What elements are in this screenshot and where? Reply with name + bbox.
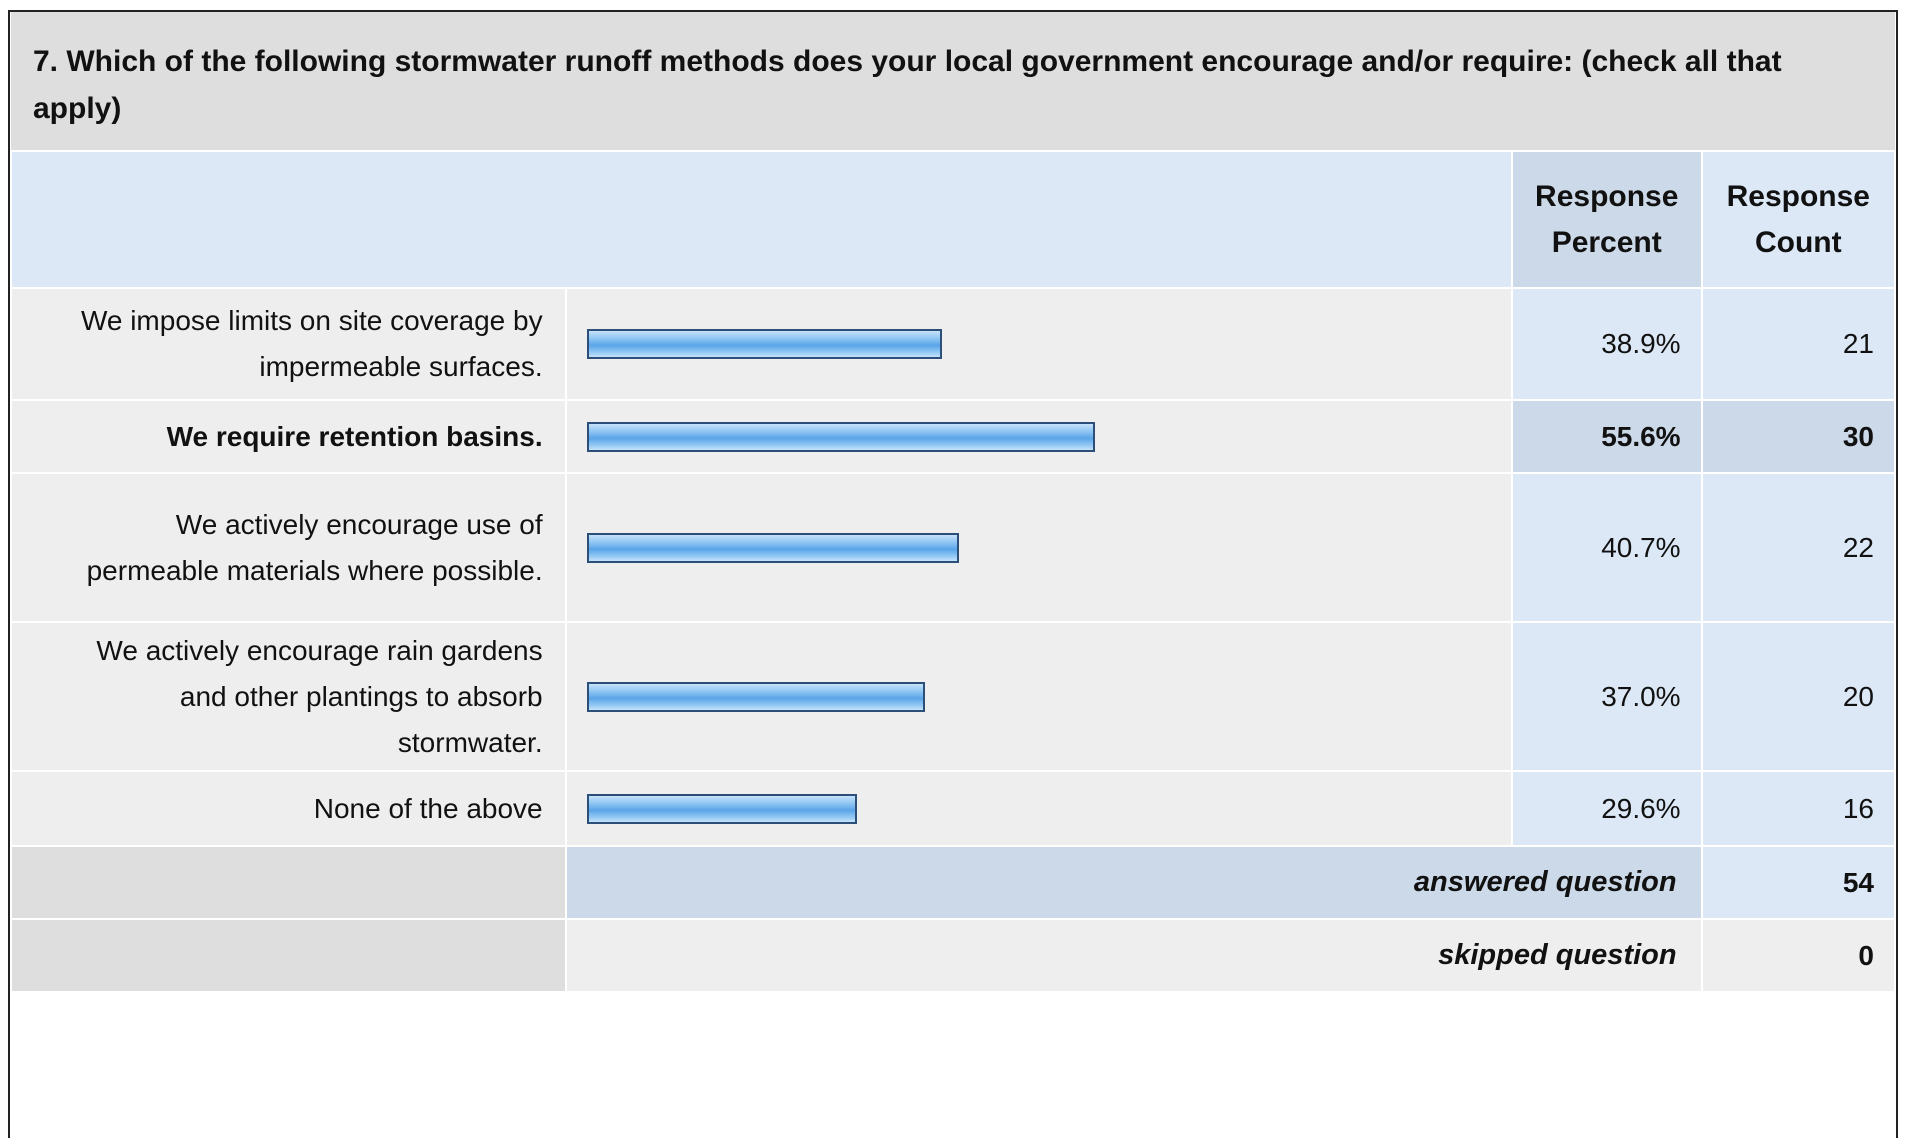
response-bar: [586, 421, 1095, 452]
table-row: We impose limits on site coverage by imp…: [10, 287, 1896, 401]
response-bar: [586, 681, 925, 712]
response-count: 16: [1700, 770, 1896, 847]
response-percent: 37.0%: [1510, 621, 1703, 772]
response-bar: [586, 793, 857, 824]
skipped-question-value: 0: [1700, 918, 1896, 993]
answered-question-value: 54: [1700, 845, 1896, 920]
answer-option-label: None of the above: [10, 770, 567, 847]
table-row: None of the above 29.6% 16: [10, 770, 1896, 847]
response-percent: 55.6%: [1510, 399, 1703, 474]
skipped-question-label: skipped question: [564, 918, 1703, 993]
answer-option-label: We actively encourage use of permeable m…: [10, 472, 567, 623]
response-count: 22: [1700, 472, 1896, 623]
bar-cell: [564, 770, 1513, 847]
response-count: 20: [1700, 621, 1896, 772]
answered-question-label: answered question: [564, 845, 1703, 920]
skipped-question-row: skipped question 0: [10, 918, 1896, 993]
answered-question-row: answered question 54: [10, 845, 1896, 920]
response-bar: [586, 532, 959, 563]
results-table: 7. Which of the following stormwater run…: [10, 12, 1896, 993]
bar-cell: [564, 472, 1513, 623]
bar-cell: [564, 621, 1513, 772]
bar-cell: [564, 287, 1513, 401]
answer-option-label: We require retention basins.: [10, 399, 567, 474]
bar-cell: [564, 399, 1513, 474]
summary-blank: [10, 918, 567, 993]
answer-option-label: We actively encourage rain gardens and o…: [10, 621, 567, 772]
header-blank: [10, 150, 1513, 289]
response-percent: 40.7%: [1510, 472, 1703, 623]
response-percent: 38.9%: [1510, 287, 1703, 401]
summary-blank: [10, 845, 567, 920]
question-title: 7. Which of the following stormwater run…: [11, 12, 1895, 152]
table-row: We actively encourage rain gardens and o…: [10, 621, 1896, 772]
table-row: We require retention basins. 55.6% 30: [10, 399, 1896, 474]
answer-option-label: We impose limits on site coverage by imp…: [10, 287, 567, 401]
response-percent: 29.6%: [1510, 770, 1703, 847]
survey-question-panel: 7. Which of the following stormwater run…: [8, 10, 1898, 1138]
response-bar: [586, 329, 942, 359]
response-count: 21: [1700, 287, 1896, 401]
response-count-header: Response Count: [1700, 150, 1896, 289]
response-percent-header: Response Percent: [1510, 150, 1703, 289]
table-row: We actively encourage use of permeable m…: [10, 472, 1896, 623]
response-count: 30: [1700, 399, 1896, 474]
